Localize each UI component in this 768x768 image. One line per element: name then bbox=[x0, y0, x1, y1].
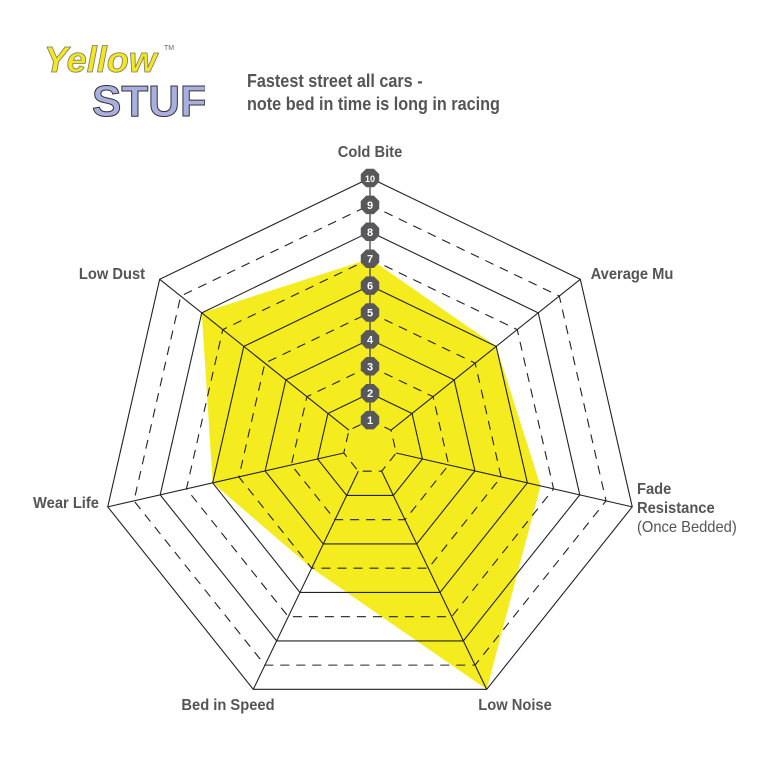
tick-label: 4 bbox=[367, 334, 374, 346]
tick-badge bbox=[360, 410, 380, 430]
data-area bbox=[201, 258, 541, 690]
grid-ring bbox=[159, 231, 581, 642]
grid-ring bbox=[107, 177, 633, 690]
axis-sublabel: (Once Bedded) bbox=[637, 518, 737, 536]
tick-badge bbox=[360, 168, 380, 188]
tick-label: 5 bbox=[367, 308, 373, 320]
tick-label: 10 bbox=[365, 174, 375, 184]
grid-ring bbox=[316, 392, 424, 497]
tick-label: 1 bbox=[367, 415, 373, 427]
tick-label: 8 bbox=[367, 227, 373, 239]
tick-label: 3 bbox=[367, 361, 373, 373]
grid-ring bbox=[212, 284, 528, 593]
tick-badge bbox=[360, 357, 380, 376]
axis-spoke bbox=[252, 470, 359, 690]
title-line: Fastest street all cars - bbox=[247, 71, 423, 91]
tick-badge bbox=[360, 303, 380, 322]
axis-label: Resistance bbox=[637, 499, 715, 517]
tick-badge bbox=[360, 249, 380, 268]
svg-text:TM: TM bbox=[164, 45, 174, 52]
axis-spoke bbox=[396, 452, 633, 508]
svg-text:Yellow: Yellow bbox=[44, 39, 159, 80]
axis-spoke bbox=[159, 278, 350, 431]
axis-label: Fade bbox=[637, 480, 672, 498]
tick-badge bbox=[360, 276, 380, 295]
title-line: note bed in time is long in racing bbox=[247, 94, 500, 114]
grid-ring bbox=[238, 311, 502, 569]
tick-badge bbox=[360, 195, 380, 215]
tick-badge bbox=[360, 383, 380, 403]
grid-ring bbox=[264, 338, 476, 545]
axis-label: Low Noise bbox=[478, 696, 552, 714]
axis-label: Bed in Speed bbox=[181, 696, 274, 714]
grid-ring bbox=[133, 204, 607, 666]
axis-label: Wear Life bbox=[33, 494, 99, 512]
tick-label: 9 bbox=[367, 200, 373, 212]
tick-label: 7 bbox=[367, 254, 373, 266]
tick-badge bbox=[360, 330, 380, 349]
grid-ring bbox=[290, 365, 450, 521]
axis-spoke bbox=[390, 278, 581, 431]
axis-spoke bbox=[381, 470, 488, 690]
tick-label: 6 bbox=[367, 281, 373, 293]
axis-label: Cold Bite bbox=[338, 143, 403, 161]
tick-label: 2 bbox=[367, 388, 373, 400]
tick-badge bbox=[360, 222, 380, 242]
grid-ring bbox=[343, 419, 397, 472]
axis-label: Average Mu bbox=[591, 265, 674, 283]
axis-spoke bbox=[107, 452, 344, 508]
axis-label: Low Dust bbox=[79, 265, 145, 283]
chart-title: Fastest street all cars - note bed in ti… bbox=[247, 70, 500, 116]
